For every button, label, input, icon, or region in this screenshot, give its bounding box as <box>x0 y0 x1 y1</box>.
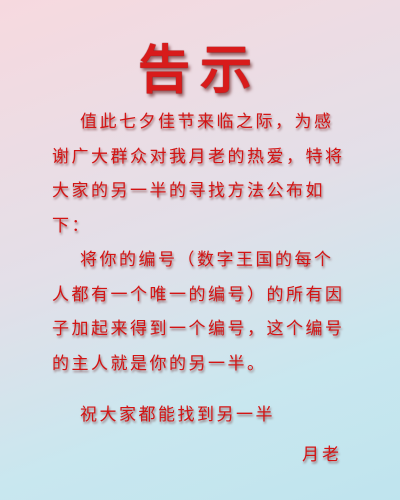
notice-title: 告示 <box>137 40 262 101</box>
rule-paragraph: 将你的编号（数字王国的每个人都有一个唯一的编号）的所有因子加起来得到一个编号，这… <box>52 250 345 374</box>
intro-paragraph: 值此七夕佳节来临之际，为感谢广大群众对我月老的热爱，特将大家的另一半的寻找方法公… <box>52 112 345 236</box>
wish-paragraph: 祝大家都能找到另一半 <box>80 405 275 425</box>
signature: 月老 <box>302 445 342 465</box>
